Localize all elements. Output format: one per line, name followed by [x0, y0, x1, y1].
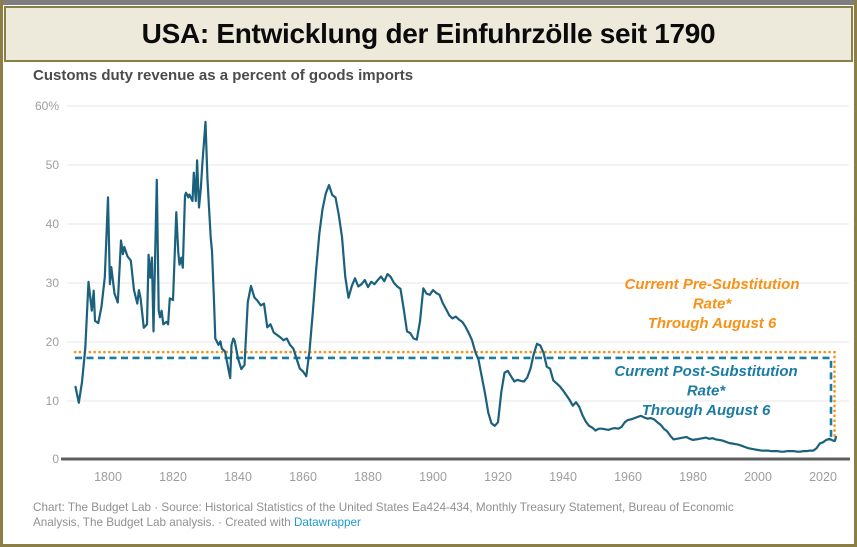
page-title: USA: Entwicklung der Einfuhrzölle seit 1… [141, 18, 716, 49]
x-axis-label: 1840 [224, 470, 252, 484]
x-axis-label: 1820 [159, 470, 187, 484]
chart-title: Customs duty revenue as a percent of goo… [33, 67, 414, 84]
x-axis-label: 1980 [679, 470, 707, 484]
x-axis-label: 2020 [809, 470, 837, 484]
title-banner: USA: Entwicklung der Einfuhrzölle seit 1… [4, 6, 853, 62]
x-axis-label: 1940 [549, 470, 577, 484]
pre-substitution-line [73, 350, 836, 439]
y-axis-label: 20 [46, 335, 60, 349]
y-axis-label: 10 [46, 394, 60, 408]
x-axis-label: 1880 [354, 470, 382, 484]
tariff-line-chart: 60% 50 40 30 20 10 0 1800 1820 1840 1860 1880 1900 19… [35, 99, 850, 484]
x-axis-label: 2000 [744, 470, 772, 484]
x-axis-label: 1900 [419, 470, 447, 484]
y-axis-label: 60% [35, 99, 59, 113]
customs-duty-line [74, 120, 838, 453]
y-axis-label: 40 [46, 217, 60, 231]
x-axis-label: 1920 [484, 470, 512, 484]
post-substitution-label: Current Post-Substitution Rate* Through Au… [614, 363, 797, 419]
post-substitution-line [75, 356, 833, 437]
x-axis-label: 1960 [614, 470, 642, 484]
y-axis-label: 0 [52, 452, 59, 466]
window-top-strip [3, 0, 854, 5]
datawrapper-link[interactable]: Datawrapper [293, 516, 361, 529]
pre-substitution-label: Current Pre-Substitution Rate* Through Aug… [625, 276, 800, 332]
x-axis-label: 1800 [94, 470, 122, 484]
footer-line2: Analysis, The Budget Lab analysis. · Cre… [33, 516, 294, 529]
chart-footer: Chart: The Budget Lab · Source: Historic… [33, 500, 838, 530]
x-axis-label: 1860 [289, 470, 317, 484]
y-axis-label: 50 [46, 158, 60, 172]
footer-line1: Chart: The Budget Lab · Source: Historic… [33, 501, 734, 514]
y-axis-label: 30 [46, 276, 60, 290]
